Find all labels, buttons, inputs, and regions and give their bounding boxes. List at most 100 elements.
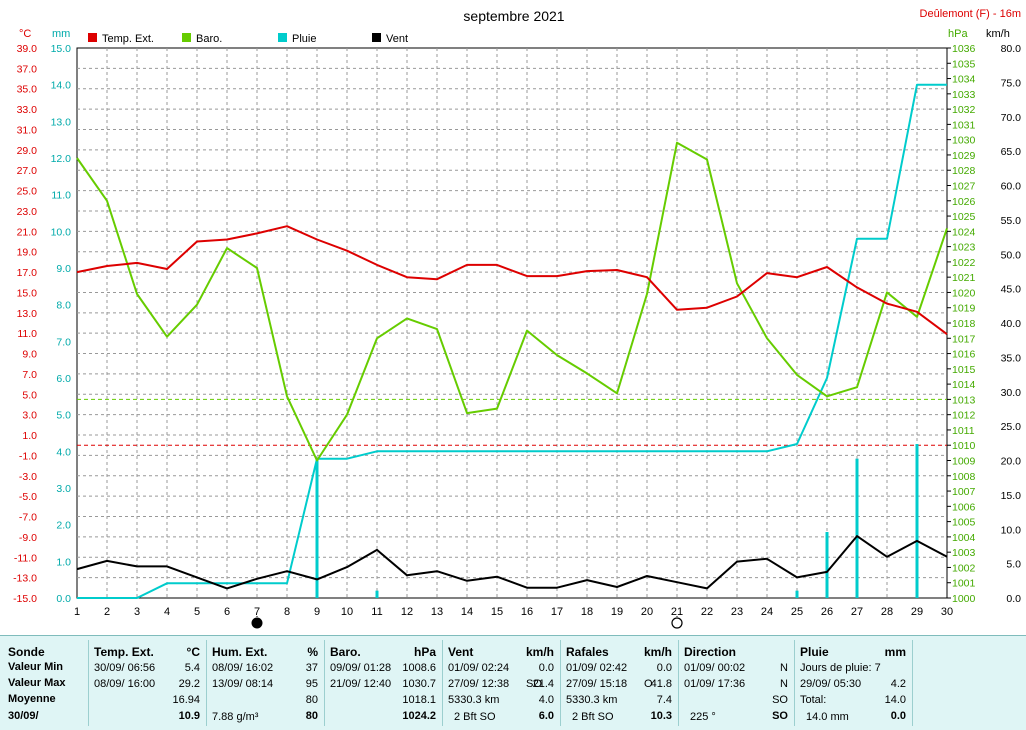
day-tick-label: 21 — [671, 606, 683, 618]
stats-col-baro: Baro. hPa 09/09/ 01:28 1008.6 21/09/ 12:… — [328, 636, 440, 730]
day-tick-label: 26 — [821, 606, 833, 618]
vent-min-date: 01/09/ 02:24 — [448, 662, 510, 674]
baro-tick-label: 1004 — [952, 532, 976, 544]
temp-tick-label: 5.0 — [22, 389, 37, 401]
day-tick-label: 10 — [341, 606, 353, 618]
temp-axis-ticks: 39.0 37.0 35.0 33.0 31.0 29.0 27.0 25.0 23.0 21.0… — [13, 43, 37, 605]
baro-tick-label: 1035 — [952, 58, 976, 70]
stats-col-hum: Hum. Ext. % 08/09/ 16:02 37 13/09/ 08:14… — [210, 636, 322, 730]
day-tick-label: 22 — [701, 606, 713, 618]
baro-tick-label: 1026 — [952, 196, 976, 208]
full-moon-icon — [251, 617, 263, 629]
baro-tick-label: 1036 — [952, 43, 976, 55]
series-line-wind — [76, 535, 948, 590]
temp-tick-label: 13.0 — [17, 308, 38, 320]
rain-daily-bar — [795, 590, 799, 598]
pluie-current: 0.0 — [890, 710, 906, 722]
baro-tick-label: 1022 — [952, 257, 976, 269]
pluie-max-date: 29/09/ 05:30 — [800, 678, 862, 690]
baro-min-date: 09/09/ 01:28 — [330, 662, 392, 674]
plot-area — [76, 47, 948, 599]
hum-current: 80 — [305, 710, 318, 722]
temp-tick-label: -15.0 — [13, 593, 37, 605]
rain-tick-label: 1.0 — [56, 556, 71, 568]
baro-tick-label: 1005 — [952, 517, 976, 529]
reference-lines — [77, 398, 947, 446]
baro-axis-ticks: 1036 1035 1034 1033 1032 1031 1030 1029 1028 1027… — [947, 43, 976, 605]
wind-tick-label: 50.0 — [1001, 249, 1022, 261]
rain-tick-label: 3.0 — [56, 483, 71, 495]
series-line-baro — [76, 141, 948, 462]
stats-col-vent: Vent km/h 01/09/ 02:24 0.0 27/09/ 12:38 … — [446, 636, 558, 730]
rain-daily-bar — [825, 532, 829, 598]
direction-avg: SO — [772, 694, 788, 706]
direction-min-val: N — [780, 662, 788, 674]
wind-tick-label: 80.0 — [1001, 43, 1022, 55]
stats-col-temp: Temp. Ext. °C 30/09/ 06:56 5.4 08/09/ 16… — [92, 636, 204, 730]
rain-daily-bar — [315, 458, 319, 598]
day-tick-label: 12 — [401, 606, 413, 618]
baro-tick-label: 1013 — [952, 394, 976, 406]
temp-tick-label: -11.0 — [14, 552, 37, 564]
day-tick-label: 5 — [194, 606, 200, 618]
stats-separator — [912, 640, 913, 726]
baro-tick-label: 1031 — [952, 119, 976, 131]
baro-tick-label: 1007 — [952, 486, 976, 498]
temp-unit: °C — [186, 645, 200, 659]
rain-tick-label: 7.0 — [56, 336, 71, 348]
baro-tick-label: 1002 — [952, 562, 976, 574]
rain-tick-label: 13.0 — [51, 116, 72, 128]
vent-max-val: 21.4 — [532, 678, 554, 690]
temp-tick-label: -7.0 — [19, 512, 37, 524]
baro-tick-label: 1034 — [952, 74, 976, 86]
rafales-avg-dist: 5330.3 km — [566, 694, 618, 706]
rain-tick-label: 8.0 — [56, 300, 71, 312]
station-label: Deûlemont (F) - 16m — [920, 8, 1021, 20]
baro-unit-label: hPa — [948, 28, 968, 40]
rafales-current: 10.3 — [650, 710, 672, 722]
temp-tick-label: 11.0 — [17, 328, 37, 340]
baro-tick-label: 1008 — [952, 471, 976, 483]
vent-avg-dist: 5330.3 km — [448, 694, 500, 706]
temp-tick-label: 1.0 — [22, 430, 37, 442]
temp-current: 10.9 — [178, 710, 200, 722]
stats-separator — [206, 640, 207, 726]
baro-tick-label: 1020 — [952, 287, 976, 299]
baro-max-val: 1030.7 — [402, 678, 436, 690]
vent-current: 6.0 — [538, 710, 554, 722]
rafales-min-val: 0.0 — [656, 662, 672, 674]
baro-tick-label: 1030 — [952, 135, 976, 147]
rafales-min-date: 01/09/ 02:42 — [566, 662, 628, 674]
stats-separator — [560, 640, 561, 726]
legend-label-wind: Vent — [386, 33, 408, 45]
baro-min-val: 1008.6 — [402, 662, 436, 674]
temp-tick-label: 25.0 — [17, 186, 38, 198]
hum-max-date: 13/09/ 08:14 — [212, 678, 274, 690]
rafales-header: Rafales — [566, 645, 609, 659]
vent-header: Vent — [448, 645, 474, 659]
legend-swatch-temp — [88, 33, 97, 42]
direction-header: Direction — [684, 645, 737, 659]
day-tick-label: 28 — [881, 606, 893, 618]
day-axis-ticks: 1 2 3 4 5 6 7 8 9 10 11 12 13 14 15 16 17 18 19 20 21 22 23 24 2… — [74, 606, 953, 618]
rain-tick-label: 4.0 — [56, 446, 71, 458]
baro-tick-label: 1017 — [952, 333, 976, 345]
legend-swatch-rain — [278, 33, 287, 42]
pluie-total-label: Total: — [800, 694, 827, 706]
day-tick-label: 19 — [611, 606, 623, 618]
day-tick-label: 17 — [551, 606, 563, 618]
vent-unit: km/h — [525, 645, 554, 659]
wind-tick-label: 70.0 — [1001, 112, 1022, 124]
wind-tick-label: 5.0 — [1006, 559, 1021, 571]
day-tick-label: 4 — [164, 606, 170, 618]
row-label-current: 30/09/ — [8, 710, 39, 722]
temp-max-date: 08/09/ 16:00 — [94, 678, 156, 690]
baro-unit: hPa — [413, 645, 436, 659]
temp-tick-label: 37.0 — [17, 63, 38, 75]
temp-tick-label: -13.0 — [13, 573, 37, 585]
day-tick-label: 24 — [761, 606, 773, 618]
legend-label-temp: Temp. Ext. — [102, 33, 154, 45]
baro-tick-label: 1021 — [952, 272, 976, 284]
stats-panel: Sonde Valeur Min Valeur Max Moyenne 30/0… — [0, 635, 1026, 730]
baro-tick-label: 1029 — [952, 150, 976, 162]
